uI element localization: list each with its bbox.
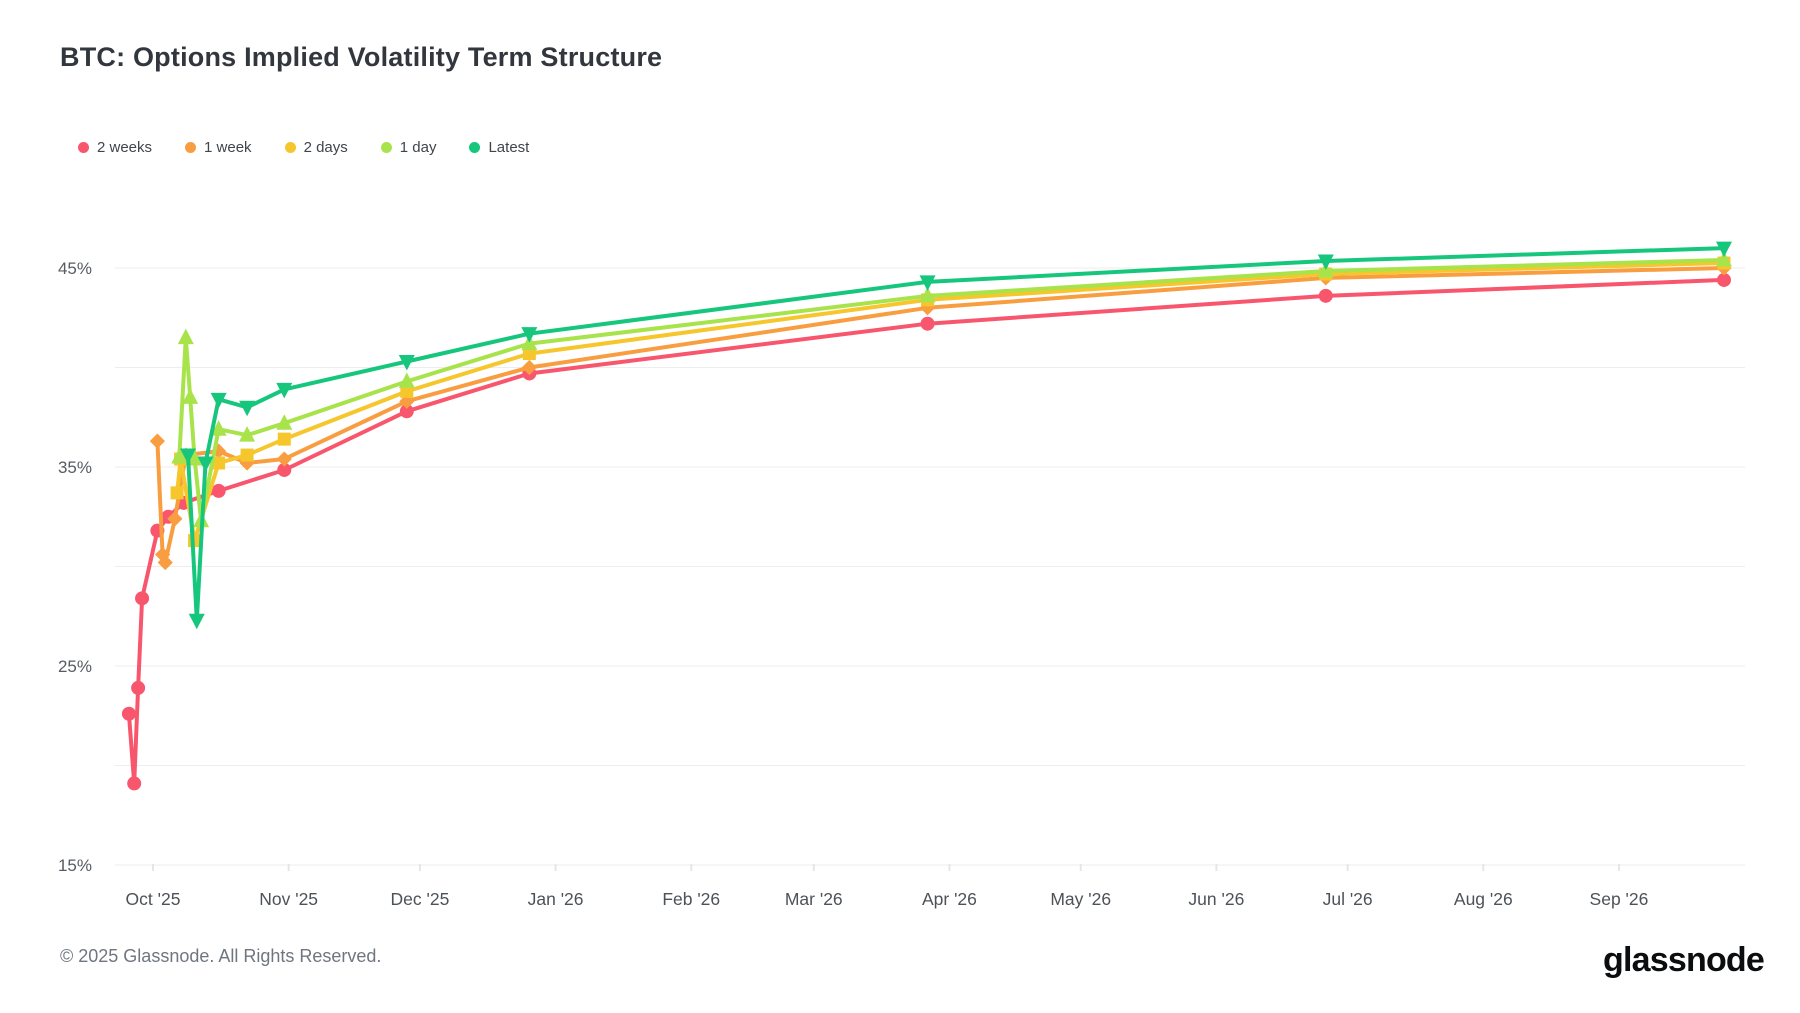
legend-item-1-week[interactable]: 1 week [185, 139, 252, 156]
series-1-week-marker [157, 554, 173, 571]
series-2-days-marker [212, 456, 226, 470]
legend-item-2-weeks[interactable]: 2 weeks [78, 139, 152, 156]
series-2-weeks-marker [211, 483, 226, 498]
x-axis-label: Mar '26 [785, 889, 843, 909]
legend-label-2-days: 2 days [303, 139, 348, 156]
x-axis-label: Jun '26 [1188, 889, 1244, 909]
series-latest-marker [210, 392, 227, 409]
x-axis-label: Feb '26 [662, 889, 720, 909]
legend-swatch-1-week [185, 142, 197, 153]
y-axis-label-45: 45% [58, 259, 92, 278]
series-2-days-marker [240, 448, 254, 462]
series-2-days-marker [400, 384, 414, 398]
series-latest-marker [1317, 254, 1334, 271]
legend-label-latest: Latest [488, 139, 530, 156]
series-1-day-marker [1715, 251, 1732, 267]
series-2-weeks-marker [277, 462, 292, 477]
series-1-week-marker [276, 451, 292, 467]
legend-item-latest[interactable]: Latest [469, 139, 529, 156]
series-1-week-marker [149, 433, 165, 449]
series-2-weeks-marker [920, 316, 935, 331]
series-1-day-marker [210, 420, 227, 436]
series-latest-marker [239, 400, 256, 417]
series-latest-marker [398, 355, 415, 371]
series-latest-marker [180, 448, 197, 465]
legend-item-2-days[interactable]: 2 days [284, 139, 348, 156]
series-latest-marker [197, 456, 214, 473]
x-axis-label: Aug '26 [1454, 889, 1513, 909]
series-latest-marker [919, 275, 936, 291]
series-latest-marker [521, 327, 538, 343]
x-axis-label: Apr '26 [922, 889, 977, 909]
series-2-days-marker [522, 347, 536, 361]
series-2-days-marker [170, 486, 184, 500]
series-latest-marker [188, 613, 205, 630]
legend-label-2-weeks: 2 weeks [97, 139, 153, 156]
x-axis-label: May '26 [1050, 889, 1111, 909]
series-1-week-line [155, 266, 1726, 565]
chart-legend: 2 weeks 1 week 2 days 1 day Latest [78, 139, 562, 156]
series-2-weeks-marker [127, 776, 142, 791]
legend-swatch-2-days [284, 142, 296, 153]
x-axis-label: Jul '26 [1323, 889, 1373, 909]
series-2-weeks-marker [135, 591, 150, 606]
y-axis-label-15: 15% [58, 856, 92, 875]
glassnode-logo: glassnode [1603, 941, 1765, 979]
series-1-day-marker [239, 426, 256, 442]
series-1-day-marker [398, 372, 415, 388]
series-2-weeks-marker [1716, 272, 1731, 287]
y-axis-label-35: 35% [58, 458, 92, 477]
legend-label-1-week: 1 week [204, 139, 252, 156]
series-1-day-marker [171, 448, 188, 464]
series-1-day-marker [182, 388, 199, 404]
series-2-weeks-line [126, 277, 1726, 786]
series-2-weeks-marker [131, 680, 146, 695]
series-2-weeks-marker [399, 404, 414, 419]
series-1-day-marker [919, 286, 936, 303]
series-1-week-marker [167, 511, 183, 527]
series-latest-marker [276, 382, 293, 399]
x-axis-label: Oct '25 [126, 889, 181, 909]
x-axis-label: Dec '25 [391, 889, 450, 909]
legend-swatch-2-weeks [78, 142, 89, 153]
series-1-day-marker [177, 328, 194, 345]
copyright-text: © 2025 Glassnode. All Rights Reserved. [60, 946, 382, 966]
series-2-weeks-marker [1318, 288, 1333, 303]
legend-item-1-day[interactable]: 1 day [380, 139, 437, 156]
legend-swatch-latest [469, 142, 481, 153]
x-axis-label: Nov '25 [259, 889, 318, 909]
series-1-day-marker [276, 414, 293, 430]
chart-title: BTC: Options Implied Volatility Term Str… [60, 42, 663, 72]
series-2-days-marker [277, 432, 291, 446]
x-axis-label: Jan '26 [528, 889, 584, 909]
legend-swatch-1-day [380, 142, 392, 153]
series-2-weeks-marker [121, 706, 136, 721]
series-1-week-marker [521, 359, 537, 376]
legend-label-1-day: 1 day [399, 139, 437, 156]
y-axis-label-25: 25% [58, 657, 92, 676]
x-axis-label: Sep '26 [1590, 889, 1649, 909]
series-1-day-marker [186, 450, 203, 466]
series-latest-marker [1715, 241, 1732, 258]
